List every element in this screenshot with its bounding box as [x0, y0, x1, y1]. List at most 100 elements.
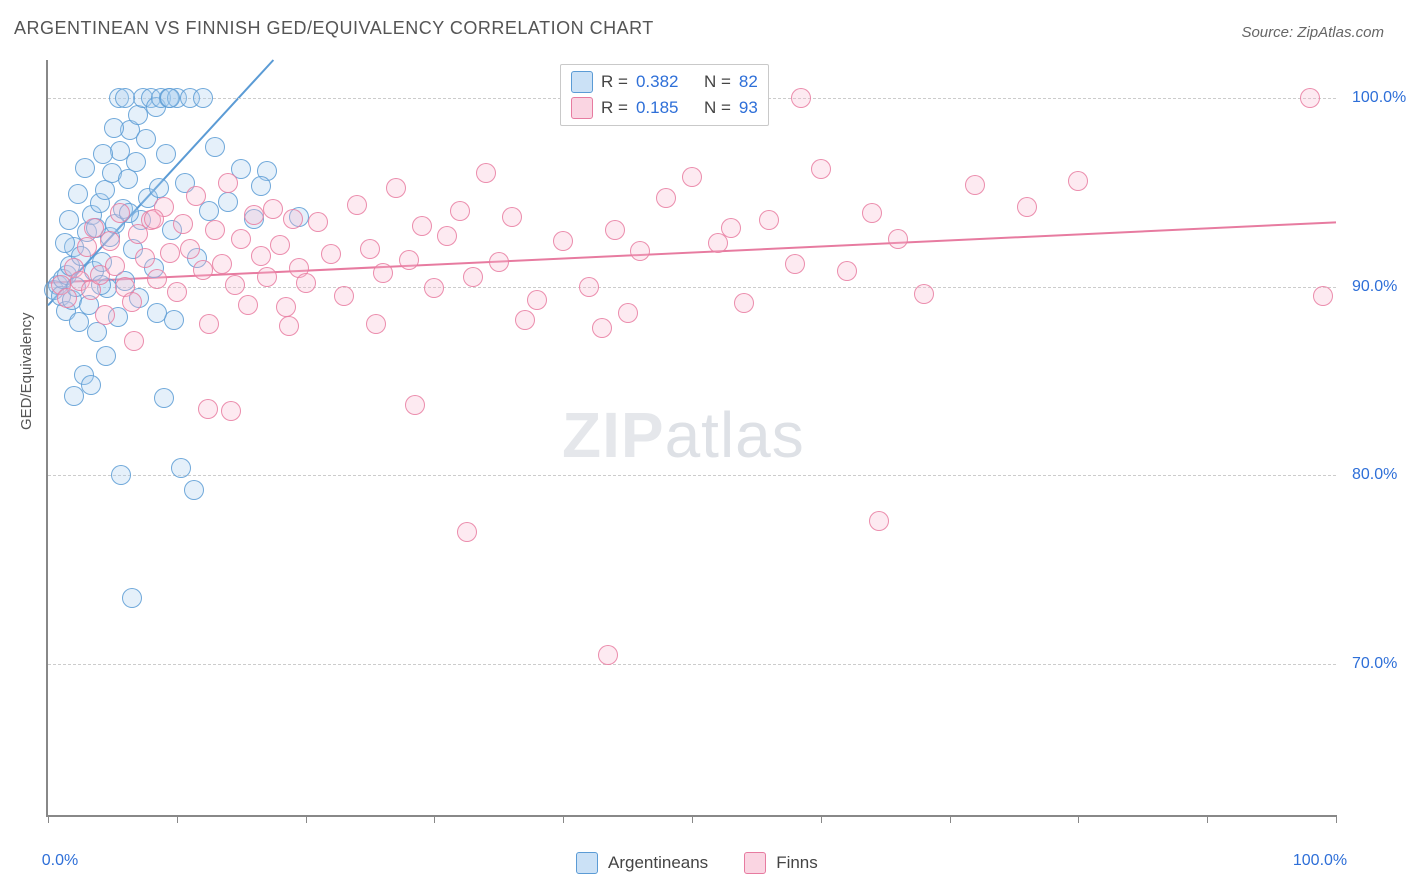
data-point — [144, 209, 164, 229]
data-point — [308, 212, 328, 232]
data-point — [218, 173, 238, 193]
data-point — [212, 254, 232, 274]
data-point — [156, 144, 176, 164]
data-point — [160, 243, 180, 263]
data-point — [592, 318, 612, 338]
data-point — [579, 277, 599, 297]
legend-label-finns: Finns — [776, 853, 818, 873]
y-tick-label: 70.0% — [1352, 655, 1397, 673]
x-tick-mark — [692, 815, 693, 823]
x-tick-mark — [1336, 815, 1337, 823]
data-point — [218, 192, 238, 212]
data-point — [366, 314, 386, 334]
data-point — [251, 176, 271, 196]
data-point — [231, 229, 251, 249]
x-tick-mark — [1078, 815, 1079, 823]
data-point — [96, 346, 116, 366]
data-point — [965, 175, 985, 195]
data-point — [476, 163, 496, 183]
data-point — [81, 375, 101, 395]
data-point — [154, 388, 174, 408]
data-point — [1300, 88, 1320, 108]
data-point — [111, 465, 131, 485]
legend-item-argentineans: Argentineans — [576, 852, 708, 874]
data-point — [147, 303, 167, 323]
data-point — [225, 275, 245, 295]
data-point — [334, 286, 354, 306]
data-point — [128, 105, 148, 125]
n-label: N = — [704, 69, 731, 95]
legend-label-argentineans: Argentineans — [608, 853, 708, 873]
data-point — [605, 220, 625, 240]
data-point — [399, 250, 419, 270]
data-point — [193, 260, 213, 280]
y-tick-label: 80.0% — [1352, 466, 1397, 484]
data-point — [862, 203, 882, 223]
data-point — [193, 88, 213, 108]
x-tick-mark — [950, 815, 951, 823]
data-point — [69, 312, 89, 332]
legend-bottom: Argentineans Finns — [576, 852, 818, 874]
data-point — [734, 293, 754, 313]
chart-title: ARGENTINEAN VS FINNISH GED/EQUIVALENCY C… — [14, 18, 654, 39]
data-point — [257, 267, 277, 287]
data-point — [502, 207, 522, 227]
data-point — [184, 480, 204, 500]
x-tick-mark — [563, 815, 564, 823]
watermark: ZIPatlas — [562, 398, 805, 472]
data-point — [1017, 197, 1037, 217]
data-point — [437, 226, 457, 246]
data-point — [618, 303, 638, 323]
data-point — [1313, 286, 1333, 306]
data-point — [126, 152, 146, 172]
data-point — [837, 261, 857, 281]
data-point — [914, 284, 934, 304]
y-tick-label: 90.0% — [1352, 278, 1397, 296]
data-point — [321, 244, 341, 264]
data-point — [55, 233, 75, 253]
data-point — [160, 88, 180, 108]
data-point — [124, 331, 144, 351]
data-point — [279, 316, 299, 336]
data-point — [180, 239, 200, 259]
data-point — [373, 263, 393, 283]
data-point — [656, 188, 676, 208]
data-point — [100, 231, 120, 251]
data-point — [412, 216, 432, 236]
data-point — [136, 129, 156, 149]
legend-stats-row-argentineans: R = 0.382 N = 82 — [571, 69, 758, 95]
data-point — [199, 201, 219, 221]
data-point — [135, 248, 155, 268]
data-point — [457, 522, 477, 542]
y-tick-label: 100.0% — [1352, 89, 1406, 107]
data-point — [791, 88, 811, 108]
data-point — [68, 184, 88, 204]
data-point — [149, 178, 169, 198]
data-point — [167, 282, 187, 302]
swatch-argentineans — [571, 71, 593, 93]
data-point — [59, 210, 79, 230]
data-point — [463, 267, 483, 287]
data-point — [205, 220, 225, 240]
data-point — [173, 214, 193, 234]
n-value-argentineans: 82 — [739, 69, 758, 95]
swatch-argentineans — [576, 852, 598, 874]
swatch-finns — [571, 97, 593, 119]
data-point — [270, 235, 290, 255]
swatch-finns — [744, 852, 766, 874]
data-point — [199, 314, 219, 334]
data-point — [171, 458, 191, 478]
data-point — [147, 269, 167, 289]
data-point — [276, 297, 296, 317]
data-point — [263, 199, 283, 219]
data-point — [238, 295, 258, 315]
r-label: R = — [601, 95, 628, 121]
legend-stats-row-finns: R = 0.185 N = 93 — [571, 95, 758, 121]
n-value-finns: 93 — [739, 95, 758, 121]
data-point — [515, 310, 535, 330]
data-point — [759, 210, 779, 230]
legend-stats-box: R = 0.382 N = 82 R = 0.185 N = 93 — [560, 64, 769, 126]
data-point — [630, 241, 650, 261]
data-point — [1068, 171, 1088, 191]
r-value-argentineans: 0.382 — [636, 69, 679, 95]
